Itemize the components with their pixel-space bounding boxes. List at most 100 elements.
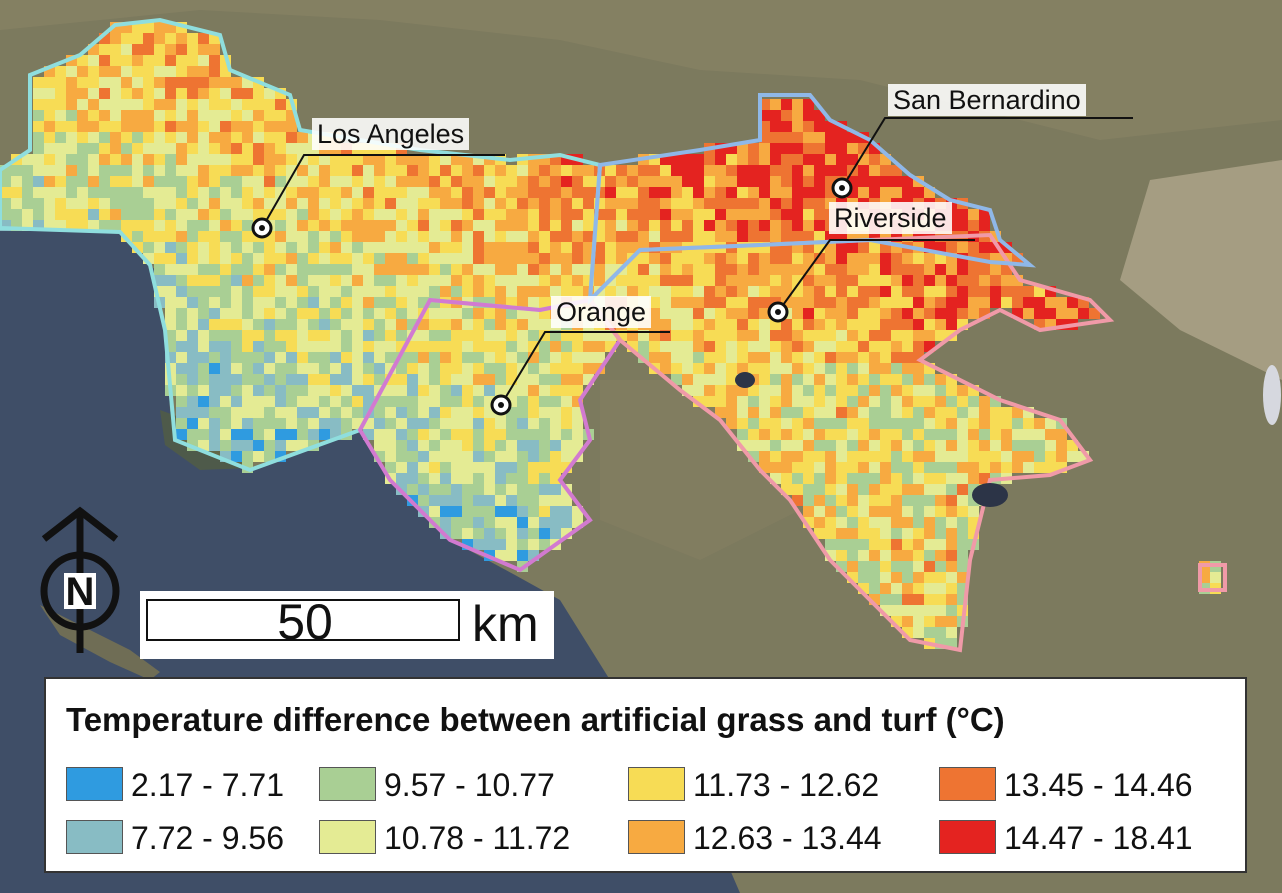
grid-cell [330,242,341,253]
grid-cell [165,231,176,242]
grid-cell [396,374,407,385]
grid-cell [737,187,748,198]
grid-cell [726,187,737,198]
grid-cell [1012,253,1023,264]
grid-cell [484,341,495,352]
grid-cell [759,341,770,352]
grid-cell [253,352,264,363]
grid-cell [594,352,605,363]
grid-cell [484,242,495,253]
grid-cell [396,198,407,209]
grid-cell [902,319,913,330]
grid-cell [44,165,55,176]
grid-cell [495,231,506,242]
grid-cell [198,275,209,286]
grid-cell [66,165,77,176]
grid-cell [682,154,693,165]
grid-cell [528,242,539,253]
grid-cell [1001,440,1012,451]
grid-cell [77,88,88,99]
grid-cell [473,407,484,418]
grid-cell [902,440,913,451]
grid-cell [506,341,517,352]
grid-cell [858,517,869,528]
grid-cell [484,429,495,440]
city-label-san-bernardino: San Bernardino [888,84,1086,116]
grid-cell [154,209,165,220]
grid-cell [473,374,484,385]
grid-cell [847,385,858,396]
grid-cell [352,198,363,209]
grid-cell [429,374,440,385]
grid-cell [165,187,176,198]
grid-cell [253,396,264,407]
grid-cell [891,297,902,308]
grid-cell [264,275,275,286]
grid-cell [440,396,451,407]
grid-cell [770,352,781,363]
grid-cell [429,308,440,319]
grid-cell [836,495,847,506]
grid-cell [451,231,462,242]
grid-cell [319,176,330,187]
grid-cell [462,198,473,209]
grid-cell [814,198,825,209]
grid-cell [902,583,913,594]
grid-cell [187,132,198,143]
grid-cell [418,484,429,495]
grid-cell [891,231,902,242]
grid-cell [869,396,880,407]
grid-cell [352,396,363,407]
grid-cell [858,484,869,495]
grid-cell [495,539,506,550]
grid-cell [132,187,143,198]
grid-cell [869,253,880,264]
grid-cell [913,627,924,638]
grid-cell [880,253,891,264]
grid-cell [275,121,286,132]
grid-cell [66,132,77,143]
grid-cell [341,165,352,176]
grid-cell [506,396,517,407]
grid-cell [704,396,715,407]
grid-cell [187,374,198,385]
grid-cell [308,319,319,330]
grid-cell [528,451,539,462]
grid-cell [891,176,902,187]
grid-cell [902,396,913,407]
grid-cell [836,242,847,253]
grid-cell [957,396,968,407]
grid-cell [154,88,165,99]
grid-cell [891,242,902,253]
grid-cell [792,374,803,385]
grid-cell [638,209,649,220]
grid-cell [792,418,803,429]
grid-cell [187,110,198,121]
grid-cell [814,517,825,528]
grid-cell [385,363,396,374]
grid-cell [924,330,935,341]
grid-cell [825,517,836,528]
grid-cell [715,341,726,352]
grid-cell [462,385,473,396]
grid-cell [792,286,803,297]
grid-cell [660,176,671,187]
grid-cell [561,429,572,440]
grid-cell [880,264,891,275]
grid-cell [451,451,462,462]
grid-cell [715,319,726,330]
grid-cell [363,154,374,165]
grid-cell [220,374,231,385]
grid-cell [418,374,429,385]
grid-cell [759,352,770,363]
grid-cell [660,264,671,275]
grid-cell [990,440,1001,451]
grid-cell [154,143,165,154]
grid-cell [55,88,66,99]
grid-cell [44,110,55,121]
grid-cell [770,143,781,154]
grid-cell [275,165,286,176]
grid-cell [737,429,748,440]
grid-cell [726,385,737,396]
grid-cell [319,341,330,352]
